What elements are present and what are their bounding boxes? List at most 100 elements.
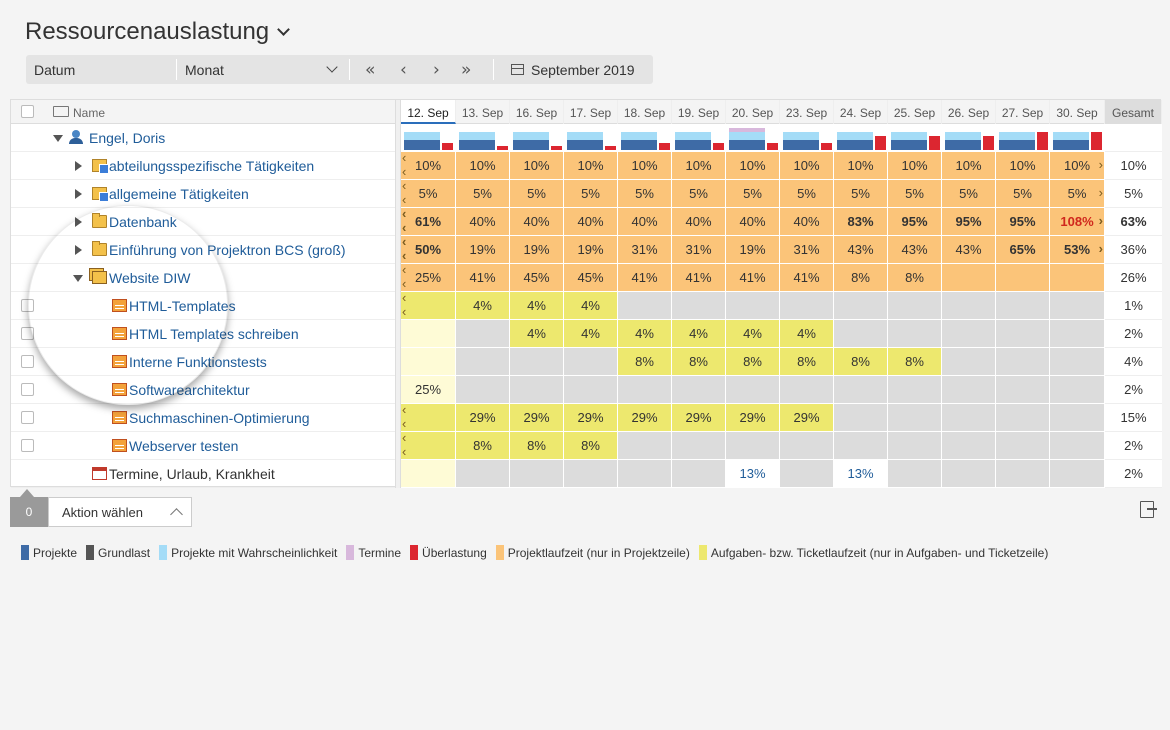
chevron-down-icon[interactable] <box>326 61 338 73</box>
grid-cell[interactable]: 5% <box>564 180 618 208</box>
grid-cell[interactable]: 5% <box>726 180 780 208</box>
grid-cell[interactable] <box>996 320 1050 348</box>
task-row[interactable]: Webserver testen <box>11 432 395 460</box>
project-row[interactable]: Datenbank <box>11 208 395 236</box>
grid-cell[interactable]: 95% <box>942 208 996 236</box>
grid-cell[interactable] <box>456 348 510 376</box>
row-checkbox[interactable] <box>21 355 34 368</box>
grid-cell[interactable]: 4% <box>510 320 564 348</box>
grid-cell[interactable]: 25% <box>401 263 456 292</box>
grid-cell[interactable] <box>780 292 834 320</box>
task-row[interactable]: Interne Funktionstests <box>11 348 395 376</box>
row-checkbox[interactable] <box>21 383 34 396</box>
grid-cell[interactable]: 43% <box>834 236 888 264</box>
grid-cell[interactable] <box>996 432 1050 460</box>
grid-cell[interactable] <box>996 460 1050 488</box>
grid-cell[interactable] <box>401 431 456 460</box>
grid-cell[interactable]: 40% <box>780 208 834 236</box>
grid-cell[interactable]: 41% <box>456 264 510 292</box>
grid-cell[interactable] <box>942 460 996 488</box>
appointments-row[interactable]: Termine, Urlaub, Krankheit <box>11 460 395 488</box>
grid-cell[interactable] <box>672 432 726 460</box>
grid-cell[interactable]: 19% <box>564 236 618 264</box>
grid-cell[interactable]: 8% <box>456 432 510 460</box>
grid-cell[interactable] <box>401 460 456 488</box>
grid-cell[interactable]: 10% <box>672 152 726 180</box>
grid-cell[interactable]: 95% <box>996 208 1050 236</box>
date-header[interactable]: 27. Sep <box>996 100 1050 124</box>
grid-cell[interactable] <box>726 432 780 460</box>
grid-cell[interactable] <box>996 292 1050 320</box>
project-label[interactable]: abteilungsspezifische Tätigkeiten <box>109 158 315 174</box>
grid-cell[interactable]: 4% <box>726 320 780 348</box>
grid-cell[interactable] <box>1050 376 1105 404</box>
grid-cell[interactable] <box>888 460 942 488</box>
grid-cell[interactable]: 83% <box>834 208 888 236</box>
grid-cell[interactable]: 40% <box>456 208 510 236</box>
datum-label[interactable]: Datum <box>34 62 76 78</box>
grid-cell[interactable] <box>618 460 672 488</box>
date-header[interactable]: 12. Sep <box>401 100 456 124</box>
grid-cell[interactable] <box>888 376 942 404</box>
row-checkbox[interactable] <box>21 439 34 452</box>
grid-cell[interactable]: 19% <box>510 236 564 264</box>
grid-cell[interactable]: 8% <box>510 432 564 460</box>
grid-cell[interactable] <box>834 432 888 460</box>
grid-cell[interactable]: 10% <box>996 152 1050 180</box>
row-checkbox[interactable] <box>21 411 34 424</box>
task-label[interactable]: HTML-Templates <box>129 298 236 314</box>
period-select[interactable]: Monat <box>185 62 224 78</box>
date-header[interactable]: 25. Sep <box>888 100 942 124</box>
grid-cell[interactable]: 8% <box>834 348 888 376</box>
project-row[interactable]: Website DIW <box>11 264 395 292</box>
date-header[interactable]: 13. Sep <box>456 100 510 124</box>
grid-cell[interactable] <box>1050 432 1105 460</box>
row-checkbox[interactable] <box>21 327 34 340</box>
grid-cell[interactable]: 108% <box>1050 208 1105 236</box>
grid-cell[interactable]: 5% <box>1050 180 1105 208</box>
grid-cell[interactable]: 40% <box>726 208 780 236</box>
grid-cell[interactable] <box>1050 320 1105 348</box>
grid-cell[interactable]: 10% <box>834 152 888 180</box>
grid-cell[interactable]: 8% <box>834 264 888 292</box>
project-row[interactable]: allgemeine Tätigkeiten <box>11 180 395 208</box>
date-header[interactable]: 23. Sep <box>780 100 834 124</box>
grid-cell[interactable] <box>564 376 618 404</box>
grid-cell[interactable] <box>401 291 456 320</box>
grid-cell[interactable] <box>1050 264 1105 292</box>
grid-cell[interactable] <box>1050 404 1105 432</box>
grid-cell[interactable] <box>942 404 996 432</box>
date-header[interactable]: 24. Sep <box>834 100 888 124</box>
expand-arrow-icon[interactable] <box>75 189 82 199</box>
grid-cell[interactable] <box>888 432 942 460</box>
grid-cell[interactable]: 5% <box>996 180 1050 208</box>
grid-cell[interactable]: 13% <box>726 460 780 488</box>
date-header[interactable]: 26. Sep <box>942 100 996 124</box>
grid-cell[interactable]: 61% <box>401 207 456 236</box>
grid-cell[interactable]: 8% <box>888 264 942 292</box>
grid-cell[interactable]: 10% <box>942 152 996 180</box>
grid-cell[interactable]: 10% <box>510 152 564 180</box>
nav-last-button[interactable]: » <box>461 60 472 80</box>
grid-cell[interactable] <box>942 348 996 376</box>
grid-cell[interactable] <box>942 320 996 348</box>
name-column-header[interactable]: Name <box>73 106 106 120</box>
expand-arrow-icon[interactable] <box>75 161 82 171</box>
date-header[interactable]: 20. Sep <box>726 100 780 124</box>
row-checkbox[interactable] <box>21 299 34 312</box>
grid-cell[interactable]: 4% <box>780 320 834 348</box>
nav-first-button[interactable]: « <box>365 60 376 80</box>
grid-cell[interactable]: 41% <box>726 264 780 292</box>
grid-cell[interactable]: 10% <box>456 152 510 180</box>
grid-cell[interactable] <box>618 376 672 404</box>
grid-cell[interactable] <box>1050 348 1105 376</box>
export-icon[interactable] <box>1140 501 1157 518</box>
task-row[interactable]: HTML Templates schreiben <box>11 320 395 348</box>
user-name[interactable]: Engel, Doris <box>89 130 166 146</box>
date-header[interactable]: 17. Sep <box>564 100 618 124</box>
project-label[interactable]: Einführung von Projektron BCS (groß) <box>109 242 346 258</box>
task-label[interactable]: Softwarearchitektur <box>129 382 250 398</box>
grid-cell[interactable]: 10% <box>401 151 456 180</box>
grid-cell[interactable]: 5% <box>618 180 672 208</box>
grid-cell[interactable] <box>780 376 834 404</box>
